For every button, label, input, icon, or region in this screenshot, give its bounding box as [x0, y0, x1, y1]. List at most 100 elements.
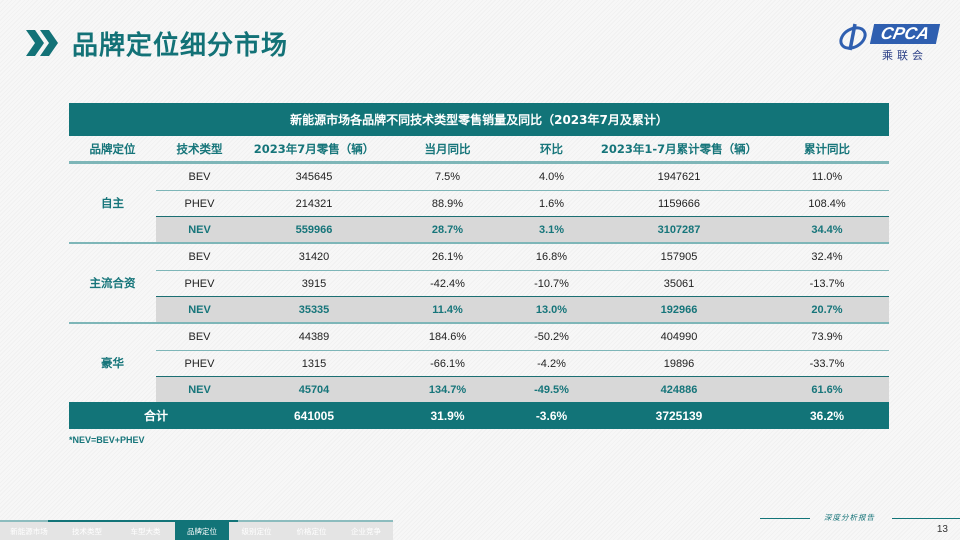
cell-retail: 35335: [298, 303, 330, 316]
cell-cum: 3107287: [657, 223, 701, 236]
col-header-type: 技术类型: [176, 141, 223, 156]
cell-type: BEV: [188, 331, 211, 343]
cell-cum: 35061: [663, 277, 695, 290]
cell-mom: 1.6%: [538, 197, 565, 210]
cpca-badge: CPCA: [869, 24, 941, 44]
cell-mom: 16.8%: [535, 251, 568, 263]
table-row: BEV 345645 7.5% 4.0% 1947621 11.0%: [156, 164, 889, 190]
table-header-row: 品牌定位 技术类型 2023年7月零售（辆） 当月同比 环比 2023年1-7月…: [69, 136, 889, 164]
total-retail: 641005: [293, 408, 335, 423]
footer-divider: [238, 520, 393, 522]
page-title: 品牌定位细分市场: [72, 30, 289, 61]
nav-item-tech-type[interactable]: 技术类型: [72, 526, 102, 536]
cell-cum-yoy: 61.6%: [811, 383, 843, 396]
brand-group-jv: 主流合资 BEV 31420 26.1% 16.8% 157905 32.4% …: [69, 244, 889, 324]
col-header-cum: 2023年1-7月累计零售（辆）: [600, 141, 758, 156]
total-yoy: 31.9%: [430, 408, 465, 423]
nav-item-segment-positioning[interactable]: 级别定位: [241, 526, 272, 536]
cell-yoy: -42.4%: [430, 277, 465, 290]
nav-item-price-positioning[interactable]: 价格定位: [296, 526, 327, 536]
table-row: BEV 31420 26.1% 16.8% 157905 32.4%: [156, 244, 889, 270]
total-cum: 3725139: [655, 408, 703, 423]
col-header-yoy: 当月同比: [424, 141, 471, 156]
cell-cum: 1159666: [657, 197, 700, 210]
table-row-nev: NEV 35335 11.4% 13.0% 192966 20.7%: [156, 296, 889, 322]
brand-label: 豪华: [101, 356, 124, 370]
cell-retail: 345645: [295, 171, 333, 183]
cell-type: NEV: [188, 303, 211, 316]
cell-yoy: 11.4%: [432, 303, 463, 316]
table-row-nev: NEV 559966 28.7% 3.1% 3107287 34.4%: [156, 216, 889, 242]
cell-cum-yoy: 108.4%: [808, 197, 846, 210]
cell-cum-yoy: 32.4%: [811, 251, 843, 263]
cpca-emblem-icon: [839, 23, 867, 51]
cell-mom: -10.7%: [534, 277, 569, 290]
cell-type: NEV: [188, 223, 211, 236]
logo-cn-name: 乘联会: [882, 49, 927, 62]
cell-type: PHEV: [184, 197, 215, 210]
brand-group-own: 自主 BEV 345645 7.5% 4.0% 1947621 11.0% PH…: [69, 164, 889, 244]
sales-table: 新能源市场各品牌不同技术类型零售销量及同比（2023年7月及累计） 品牌定位 技…: [69, 103, 889, 445]
table-row: PHEV 1315 -66.1% -4.2% 19896 -33.7%: [156, 350, 889, 376]
col-header-retail: 2023年7月零售（辆）: [253, 141, 375, 156]
table-row-nev: NEV 45704 134.7% -49.5% 424886 61.6%: [156, 376, 889, 402]
cell-yoy: 28.7%: [431, 223, 464, 236]
nav-item-brand-positioning[interactable]: 品牌定位: [175, 522, 229, 540]
table-row: PHEV 214321 88.9% 1.6% 1159666 108.4%: [156, 190, 889, 216]
nav-item-enterprise-competition[interactable]: 企业竞争: [351, 526, 381, 536]
cell-retail: 559966: [295, 223, 333, 236]
cell-cum-yoy: 34.4%: [811, 223, 843, 236]
cell-type: BEV: [188, 171, 211, 183]
cell-mom: 13.0%: [535, 303, 568, 316]
cell-yoy: -66.1%: [430, 357, 465, 370]
cell-cum-yoy: 20.7%: [811, 303, 843, 316]
nav-item-vehicle-class[interactable]: 车型大类: [130, 526, 161, 536]
cell-cum: 424886: [660, 383, 698, 396]
cpca-logo: CPCA 乘联会: [838, 18, 944, 62]
total-cum-yoy: 36.2%: [809, 408, 845, 423]
col-header-mom: 环比: [540, 141, 563, 156]
cell-cum: 1947621: [657, 171, 701, 183]
cell-mom: 4.0%: [538, 171, 565, 183]
cell-cum-yoy: 11.0%: [811, 171, 843, 183]
page-header: 品牌定位细分市场: [26, 26, 289, 61]
cell-retail: 31420: [298, 251, 330, 263]
cell-mom: -4.2%: [537, 357, 566, 370]
cell-cum: 192966: [660, 303, 698, 316]
double-chevron-right-icon: [26, 30, 62, 56]
cell-cum-yoy: -13.7%: [809, 277, 845, 290]
cell-mom: 3.1%: [538, 223, 565, 236]
cell-yoy: 184.6%: [428, 331, 467, 343]
cell-yoy: 134.7%: [428, 383, 467, 396]
brand-label: 自主: [101, 196, 124, 210]
table-row: BEV 44389 184.6% -50.2% 404990 73.9%: [156, 324, 889, 350]
brand-label: 主流合资: [89, 276, 136, 290]
cell-mom: -50.2%: [534, 331, 569, 343]
cell-cum: 19896: [663, 357, 695, 370]
brand-group-luxury: 豪华 BEV 44389 184.6% -50.2% 404990 73.9% …: [69, 324, 889, 402]
col-header-cum-yoy: 累计同比: [804, 141, 850, 156]
cell-type: PHEV: [184, 357, 215, 370]
cell-retail: 1315: [301, 357, 327, 370]
cell-retail: 45704: [298, 383, 330, 396]
cell-yoy: 88.9%: [431, 197, 464, 210]
cell-retail: 3915: [301, 277, 327, 290]
footer-divider: [48, 520, 238, 522]
table-footnote: *NEV=BEV+PHEV: [69, 435, 145, 445]
col-header-brand: 品牌定位: [89, 141, 136, 156]
table-title: 新能源市场各品牌不同技术类型零售销量及同比（2023年7月及累计）: [69, 103, 889, 136]
table-row: PHEV 3915 -42.4% -10.7% 35061 -13.7%: [156, 270, 889, 296]
report-tagline: 深度分析报告: [824, 513, 875, 522]
cell-cum-yoy: 73.9%: [811, 331, 843, 343]
footer-divider: [0, 520, 48, 522]
tagline-divider: [892, 518, 960, 519]
cell-cum: 157905: [660, 251, 698, 263]
nav-item-nev-market[interactable]: 新能源市场: [10, 526, 48, 536]
tagline-divider: [760, 518, 810, 519]
cell-cum: 404990: [660, 331, 698, 343]
cell-retail: 44389: [298, 331, 330, 343]
page-number: 13: [936, 524, 948, 535]
cell-yoy: 7.5%: [434, 171, 461, 183]
cell-type: PHEV: [184, 277, 215, 290]
cell-cum-yoy: -33.7%: [809, 357, 845, 370]
